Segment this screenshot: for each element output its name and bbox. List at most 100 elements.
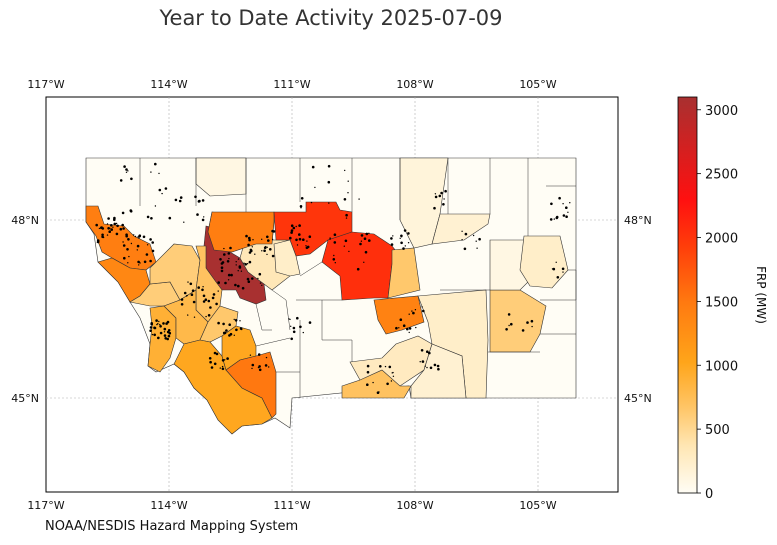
fire-detection-dot	[507, 313, 511, 316]
fire-detection-dot	[298, 224, 301, 227]
fire-detection-dot	[411, 310, 413, 312]
fire-detection-dot	[364, 250, 368, 254]
fire-detection-dot	[222, 322, 225, 326]
fire-detection-dot	[209, 360, 212, 364]
fire-detection-dot	[150, 217, 153, 220]
fire-detection-dot	[298, 237, 302, 241]
fire-detection-dot	[251, 246, 253, 248]
fire-detection-dot	[475, 240, 477, 242]
fire-detection-dot	[327, 164, 331, 168]
fire-detection-dot	[366, 370, 370, 374]
fire-detection-dot	[308, 235, 312, 238]
fire-detection-dot	[310, 201, 313, 204]
fire-detection-dot	[96, 240, 100, 244]
fire-detection-dot	[228, 334, 231, 337]
fire-detection-dot	[115, 222, 118, 225]
colorbar-tick-label: 500	[705, 423, 730, 438]
fire-detection-dot	[191, 289, 195, 293]
fire-detection-dot	[130, 177, 133, 181]
fire-detection-dot	[550, 202, 553, 206]
fire-detection-dot	[258, 272, 262, 276]
fire-detection-dot	[510, 322, 513, 326]
fire-detection-dot	[106, 223, 109, 225]
fire-detection-dot	[402, 324, 406, 328]
fire-detection-dot	[179, 196, 183, 199]
fire-detection-dot	[345, 213, 348, 217]
fire-detection-dot	[128, 255, 130, 258]
fire-detection-dot	[292, 330, 296, 334]
lat-tick-label-right: 48°N	[624, 214, 652, 227]
fire-detection-dot	[157, 336, 160, 340]
fire-detection-dot	[421, 306, 423, 308]
fire-detection-dot	[433, 363, 437, 367]
fire-detection-dot	[555, 216, 559, 220]
fire-detection-dot	[333, 254, 335, 257]
fire-detection-dot	[360, 234, 364, 237]
fire-detection-dot	[123, 256, 126, 260]
fire-detection-dot	[122, 227, 125, 230]
fire-detection-dot	[228, 257, 230, 260]
colorbar-tick-label: 0	[705, 487, 713, 502]
fire-detection-dot	[556, 276, 560, 279]
fire-detection-dot	[290, 229, 294, 232]
fire-detection-dot	[107, 227, 110, 230]
fire-detection-dot	[207, 299, 211, 303]
fire-detection-dot	[402, 247, 405, 250]
fire-detection-dot	[210, 366, 214, 369]
fire-detection-dot	[202, 294, 206, 298]
lon-tick-label-top: 108°W	[396, 78, 433, 91]
fire-detection-dot	[220, 269, 224, 273]
fire-detection-dot	[158, 188, 162, 192]
fire-detection-dot	[531, 325, 533, 328]
fire-detection-dot	[166, 337, 169, 341]
fire-detection-dot	[314, 186, 316, 189]
fire-detection-dot	[194, 195, 197, 199]
fire-detection-dot	[295, 238, 298, 242]
fire-detection-dot	[562, 203, 564, 205]
fire-detection-dot	[136, 249, 138, 251]
fire-detection-dot	[399, 237, 401, 239]
fire-detection-dot	[116, 224, 119, 228]
fire-detection-dot	[201, 218, 205, 222]
colorbar-tick-label: 2000	[705, 232, 738, 247]
fire-detection-dot	[125, 168, 128, 171]
fire-detection-dot	[390, 237, 393, 240]
fire-detection-dot	[127, 170, 129, 172]
fire-detection-dot	[106, 234, 109, 236]
fire-detection-dot	[368, 232, 370, 234]
fire-detection-dot	[221, 365, 224, 368]
fire-detection-dot	[347, 192, 349, 194]
fire-detection-dot	[386, 382, 389, 386]
fire-detection-dot	[213, 362, 217, 366]
fire-detection-dot	[102, 236, 105, 239]
fire-detection-dot	[562, 271, 564, 273]
fire-detection-dot	[127, 262, 129, 264]
fire-detection-dot	[180, 298, 184, 301]
fire-detection-dot	[221, 261, 225, 264]
fire-detection-dot	[356, 267, 360, 271]
fire-detection-dot	[257, 353, 261, 356]
fire-detection-dot	[150, 322, 153, 326]
fire-detection-dot	[217, 281, 220, 284]
fire-detection-dot	[247, 243, 250, 247]
fire-detection-dot	[306, 240, 308, 242]
lon-ticks-top: 117°W 114°W 111°W 108°W 105°W	[27, 78, 556, 91]
fire-detection-dot	[552, 267, 556, 271]
fire-detection-dot	[157, 323, 159, 325]
fire-detection-dot	[149, 259, 152, 263]
fire-detection-dot	[400, 241, 403, 245]
fire-detection-dot	[198, 199, 201, 203]
fire-detection-dot	[240, 270, 243, 272]
fire-detection-dot	[300, 197, 304, 200]
fire-detection-dot	[241, 328, 243, 331]
fire-detection-dot	[461, 230, 463, 232]
fire-detection-dot	[247, 280, 251, 284]
fire-detection-dot	[302, 331, 304, 334]
fire-detection-dot	[263, 249, 266, 252]
fire-detection-dot	[299, 205, 303, 208]
fire-detection-dot	[271, 229, 274, 233]
fire-detection-dot	[234, 319, 238, 322]
fire-detection-dot	[429, 366, 433, 370]
fire-detection-dot	[138, 264, 140, 266]
fire-detection-dot	[138, 234, 141, 238]
